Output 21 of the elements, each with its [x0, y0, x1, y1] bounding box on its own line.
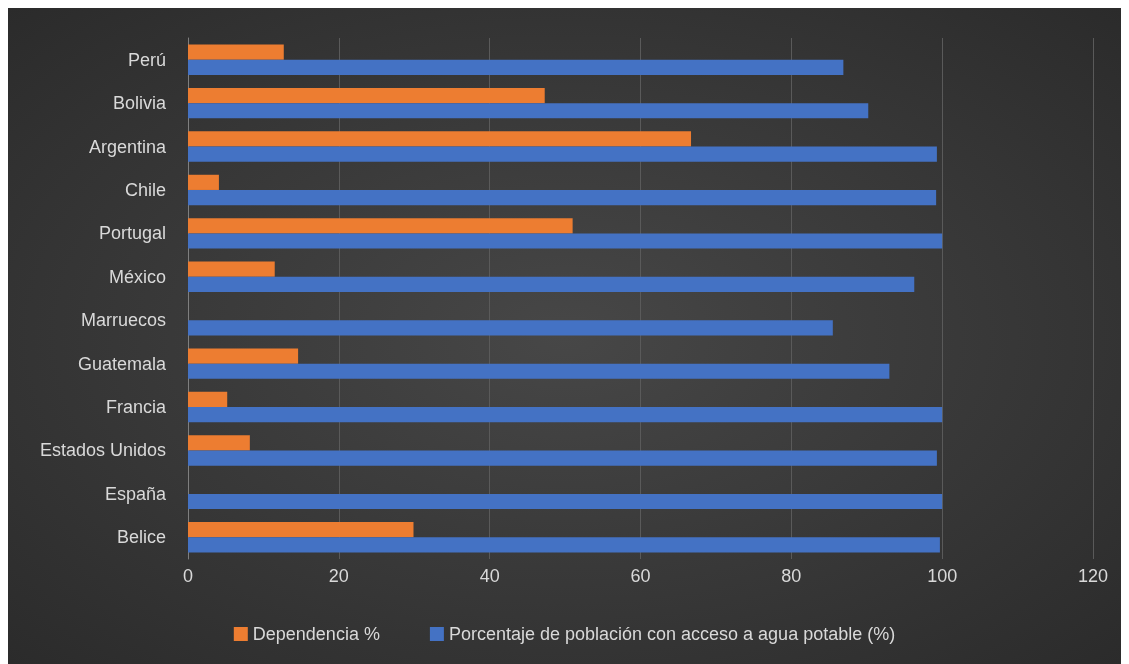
legend-label: Dependencia % [252, 624, 380, 644]
y-tick-label: Portugal [98, 223, 166, 244]
y-tick-label: México [108, 266, 166, 287]
y-tick-label: Bolivia [112, 93, 167, 114]
y-tick-label: Chile [124, 179, 166, 200]
y-tick-label: Argentina [88, 136, 167, 157]
y-tick-label: Guatemala [77, 353, 167, 374]
legend-label: Porcentaje de población con acceso a agua potable (%) [448, 624, 896, 644]
x-tick-label: 80 [781, 566, 802, 586]
y-tick-label: Perú [127, 49, 166, 70]
y-tick-label: España [104, 483, 167, 504]
x-tick-label: 0 [182, 566, 194, 586]
x-tick-label: 40 [479, 566, 500, 586]
y-tick-label: Marruecos [80, 310, 166, 331]
y-tick-label: Estados Unidos [39, 440, 166, 461]
y-tick-label: Belice [116, 527, 166, 548]
x-tick-label: 20 [328, 566, 349, 586]
x-tick-label: 60 [630, 566, 651, 586]
x-tick-label: 100 [927, 566, 958, 586]
y-tick-label: Francia [105, 397, 167, 418]
x-tick-label: 120 [1077, 566, 1109, 586]
